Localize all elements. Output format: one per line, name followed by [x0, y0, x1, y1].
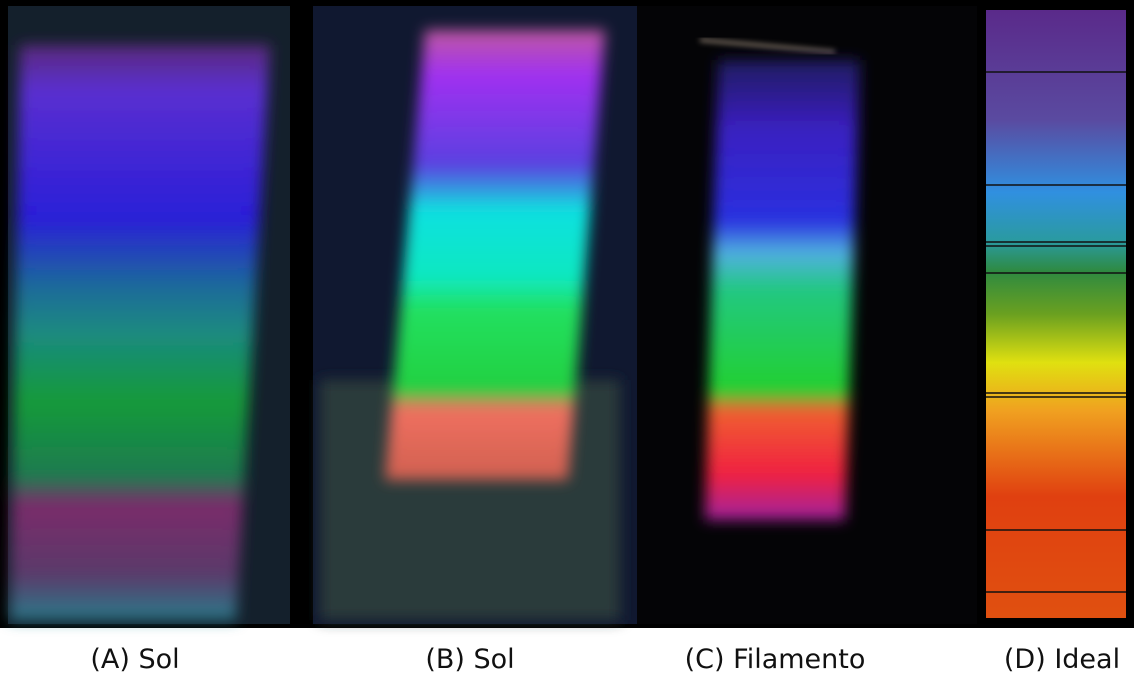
caption: (C) Filamento	[685, 644, 866, 675]
caption: (B) Sol	[425, 644, 514, 675]
figure: (A) Sol (B) Sol (C) Filamento (D) Ideal	[0, 0, 1134, 680]
spectrum-a	[10, 45, 270, 620]
caption: (A) Sol	[90, 644, 179, 675]
spectrum-c	[705, 60, 860, 520]
spectrum-d	[986, 10, 1126, 618]
page: (A) Sol (B) Sol (C) Filamento (D) Ideal …	[0, 0, 1134, 680]
caption: (D) Ideal	[1004, 644, 1120, 675]
